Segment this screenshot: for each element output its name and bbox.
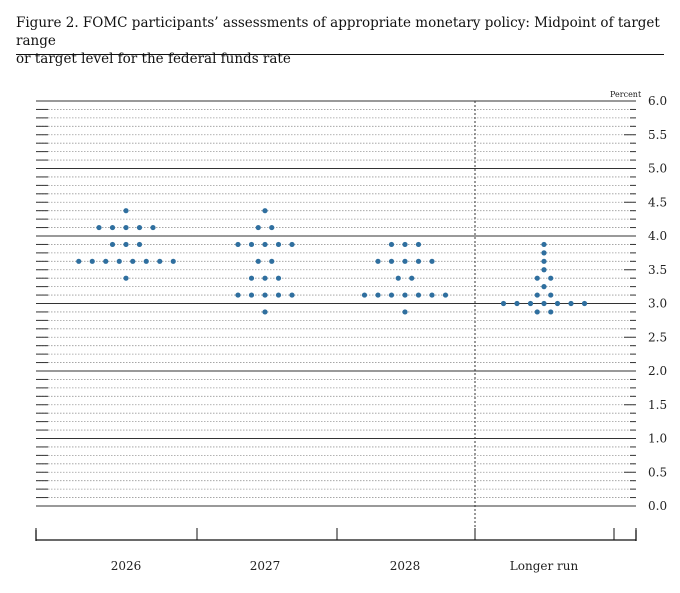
participant-dot	[275, 241, 282, 248]
participant-dot	[429, 292, 435, 298]
category-label: Longer run	[510, 559, 579, 573]
participant-dot	[255, 258, 261, 264]
participant-dot	[255, 224, 261, 231]
y-tick-label: 6.0	[648, 94, 667, 108]
participant-dot	[388, 258, 395, 264]
participant-dot	[269, 258, 275, 264]
participant-dot	[409, 275, 415, 281]
participant-dot	[395, 275, 401, 281]
participant-dot	[269, 224, 275, 231]
participant-dot	[541, 284, 547, 290]
participant-dot	[527, 300, 534, 307]
participant-dot	[170, 258, 176, 264]
participant-dot	[415, 292, 422, 298]
y-tick-label: 1.0	[648, 432, 667, 446]
participant-dot	[534, 292, 540, 298]
y-tick-label: 5.5	[648, 128, 667, 142]
caption-line-2: or target level for the federal funds ra…	[16, 51, 291, 67]
y-tick-label: 3.0	[648, 297, 667, 311]
participant-dot	[235, 292, 241, 298]
y-tick-label: 3.5	[648, 263, 667, 277]
y-tick-label: 4.5	[648, 195, 667, 209]
participant-dot	[500, 300, 507, 307]
participant-dot	[429, 258, 435, 264]
participant-dot	[248, 292, 255, 298]
participant-dot	[262, 275, 268, 281]
participant-dot	[415, 258, 422, 264]
participant-dot	[123, 241, 129, 248]
participant-dot	[136, 241, 143, 248]
figure-caption: Figure 2. FOMC participants’ assessments…	[16, 14, 664, 68]
participant-dot	[275, 292, 282, 298]
participant-dot	[262, 292, 268, 298]
participant-dot	[130, 258, 136, 264]
participant-dot	[289, 241, 295, 248]
participant-dot	[541, 250, 547, 256]
participant-dot	[375, 292, 381, 298]
participant-dot	[548, 309, 554, 315]
y-tick-label: 2.5	[648, 330, 667, 344]
participant-dot	[248, 241, 255, 248]
participant-dot	[402, 258, 408, 264]
y-tick-label: 0.5	[648, 465, 667, 479]
participant-dot	[541, 258, 547, 264]
participant-dot	[375, 258, 381, 264]
participant-dot	[541, 267, 547, 273]
participant-dot	[109, 224, 116, 231]
participant-dot	[548, 275, 554, 281]
participant-dot	[402, 309, 408, 315]
participant-dot	[123, 224, 129, 231]
participant-dot	[89, 258, 95, 264]
participant-dot	[248, 275, 255, 281]
participant-dot	[109, 241, 116, 248]
participant-dot	[157, 258, 163, 264]
y-tick-label: 2.0	[648, 364, 667, 378]
participant-dot	[514, 300, 520, 307]
participant-dot	[235, 241, 241, 248]
y-tick-label: 0.0	[648, 499, 667, 513]
participant-dot	[275, 275, 282, 281]
participant-dot	[548, 292, 554, 298]
participant-dot	[123, 208, 129, 214]
participant-dot	[541, 241, 547, 248]
participant-dot	[136, 224, 143, 231]
caption-line-1: Figure 2. FOMC participants’ assessments…	[16, 15, 660, 49]
category-label: 2026	[111, 559, 142, 573]
participant-dot	[262, 241, 268, 248]
participant-dot	[402, 241, 408, 248]
category-label: 2028	[390, 559, 421, 573]
participant-dot	[402, 292, 408, 298]
y-tick-label: 1.5	[648, 398, 667, 412]
caption-rule	[16, 54, 664, 55]
participant-dot	[96, 224, 102, 231]
participant-dot	[554, 300, 561, 307]
participant-dot	[442, 292, 449, 298]
participant-dot	[143, 258, 149, 264]
participant-dot	[262, 309, 268, 315]
participant-dot	[388, 292, 395, 298]
participant-dot	[581, 300, 588, 307]
participant-dot	[116, 258, 122, 264]
participant-dot	[103, 258, 109, 264]
participant-dot	[388, 241, 395, 248]
participant-dot	[534, 309, 540, 315]
participant-dot	[150, 224, 156, 231]
y-unit-label: Percent	[610, 90, 642, 99]
participant-dot	[568, 300, 574, 307]
category-label: 2027	[250, 559, 281, 573]
participant-dot	[361, 292, 368, 298]
participant-dot	[289, 292, 295, 298]
participant-dot	[534, 275, 540, 281]
participant-dot	[541, 300, 547, 307]
participant-dot	[415, 241, 422, 248]
y-tick-label: 4.0	[648, 229, 667, 243]
y-tick-label: 5.0	[648, 162, 667, 176]
participant-dot	[262, 208, 268, 214]
participant-dot	[76, 258, 82, 264]
participant-dot	[123, 275, 129, 281]
